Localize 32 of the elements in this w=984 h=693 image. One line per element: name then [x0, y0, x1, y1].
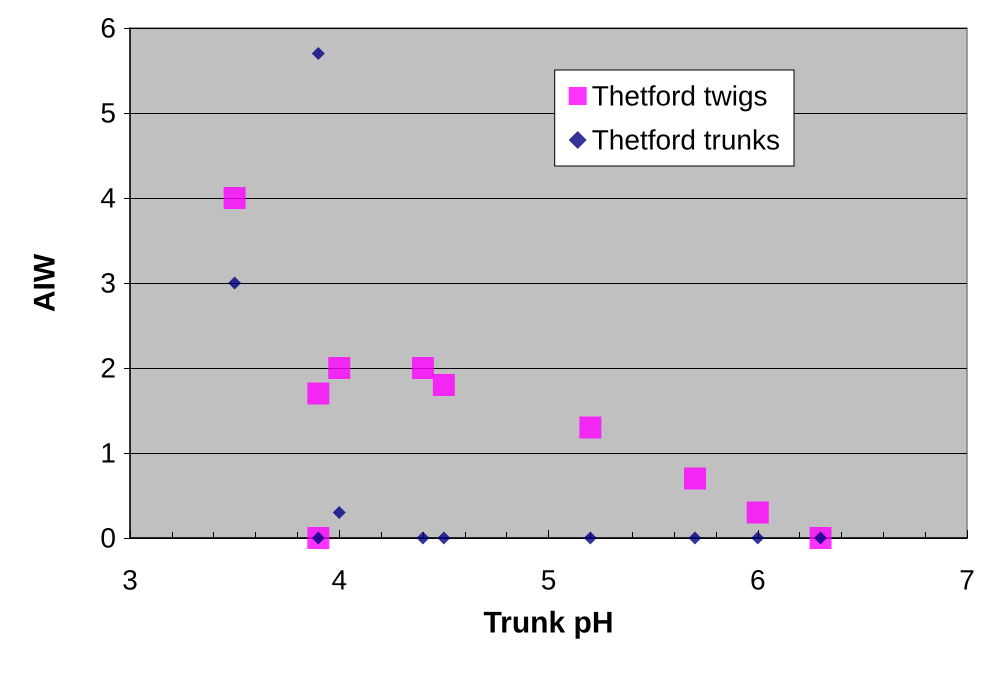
x-tick-label: 5	[540, 564, 556, 596]
point	[332, 506, 346, 519]
y-tick-label: 2	[100, 352, 116, 384]
legend-label: Thetford twigs	[592, 80, 768, 112]
point	[228, 276, 242, 290]
point	[412, 357, 434, 379]
x-axis-title: Trunk pH	[483, 606, 614, 640]
point	[684, 468, 706, 490]
y-axis-title: AIW	[28, 253, 62, 312]
y-tick-label: 4	[100, 182, 116, 214]
point	[584, 532, 597, 544]
y-tick-label: 0	[100, 522, 116, 554]
point	[328, 357, 350, 379]
x-tick-label: 6	[750, 564, 766, 596]
y-tick-label: 6	[100, 12, 116, 44]
y-tick-label: 5	[100, 98, 116, 128]
point	[579, 416, 602, 438]
point	[437, 532, 450, 544]
point	[312, 47, 325, 60]
point	[688, 532, 702, 544]
point	[307, 382, 330, 404]
y-tick-label: 1	[100, 438, 116, 468]
legend-label: Thetford trunks	[592, 124, 780, 156]
x-tick-label: 3	[122, 564, 138, 596]
point	[224, 187, 246, 209]
y-tick-label: 3	[100, 268, 116, 298]
x-tick-label: 7	[959, 564, 975, 596]
point	[416, 532, 430, 544]
point	[751, 532, 764, 544]
point	[432, 374, 455, 396]
point	[746, 502, 769, 524]
x-tick-label: 4	[331, 564, 348, 596]
